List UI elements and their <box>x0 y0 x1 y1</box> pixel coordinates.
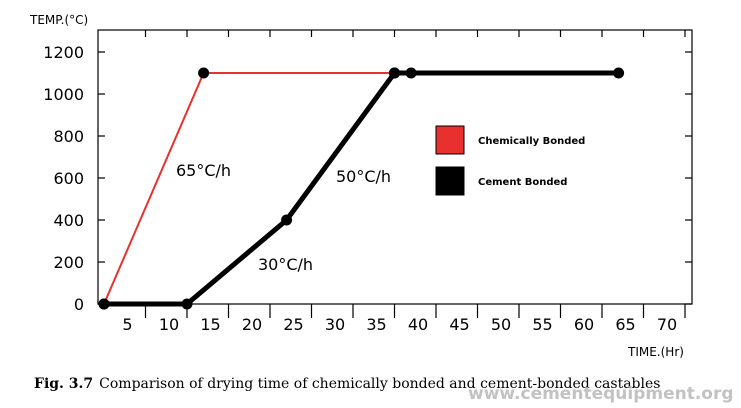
x-tick-label: 40 <box>408 315 428 334</box>
x-tick-label: 35 <box>366 315 386 334</box>
legend-label-cement-bonded: Cement Bonded <box>478 177 567 188</box>
y-axis-ticks: 0 200 400 600 800 1000 1200 <box>43 43 692 314</box>
legend: Chemically Bonded Cement Bonded <box>435 125 585 196</box>
series-layer <box>98 67 625 310</box>
annotation-65: 65°C/h <box>176 161 231 180</box>
data-point <box>281 214 293 226</box>
x-axis-ticks: 5 10 15 20 25 30 35 40 45 50 55 60 65 70 <box>122 30 686 334</box>
y-tick-label: 0 <box>74 295 84 314</box>
data-point <box>181 298 193 310</box>
x-tick-label: 10 <box>159 315 179 334</box>
y-tick-label: 200 <box>53 253 84 272</box>
figure-caption: Fig. 3.7 Comparison of drying time of che… <box>34 376 660 392</box>
x-axis-label: TIME.(Hr) <box>627 345 684 359</box>
x-tick-label: 20 <box>242 315 262 334</box>
y-tick-label: 1200 <box>43 43 84 62</box>
annotation-50: 50°C/h <box>336 167 391 186</box>
watermark: www.cementequipment.org <box>468 384 734 404</box>
x-tick-label: 30 <box>325 315 345 334</box>
data-point <box>198 67 210 79</box>
x-tick-label: 45 <box>449 315 469 334</box>
y-tick-label: 800 <box>53 127 84 146</box>
data-point <box>389 67 400 79</box>
x-tick-label: 65 <box>615 315 635 334</box>
x-tick-label: 15 <box>200 315 220 334</box>
x-tick-label: 50 <box>491 315 511 334</box>
x-tick-label: 5 <box>122 315 132 334</box>
caption-text: Comparison of drying time of chemically … <box>99 376 661 392</box>
legend-swatch-cement-bonded <box>435 166 465 196</box>
y-tick-label: 1000 <box>43 85 84 104</box>
figure-number: Fig. 3.7 <box>34 376 94 392</box>
legend-label-chemically-bonded: Chemically Bonded <box>478 136 585 147</box>
data-point <box>405 67 417 79</box>
legend-swatch-chemically-bonded <box>435 125 465 155</box>
series-line-cement-bonded <box>104 70 619 307</box>
y-tick-label: 400 <box>53 211 84 230</box>
x-tick-label: 60 <box>574 315 594 334</box>
data-point <box>98 298 110 310</box>
data-point <box>613 67 625 79</box>
y-tick-label: 600 <box>53 169 84 188</box>
x-tick-label: 55 <box>532 315 552 334</box>
series-line-chemically-bonded <box>103 72 395 305</box>
y-axis-label: TEMP.(°C) <box>29 13 88 27</box>
annotation-30: 30°C/h <box>258 255 313 274</box>
x-tick-label: 70 <box>657 315 677 334</box>
x-tick-label: 25 <box>283 315 303 334</box>
